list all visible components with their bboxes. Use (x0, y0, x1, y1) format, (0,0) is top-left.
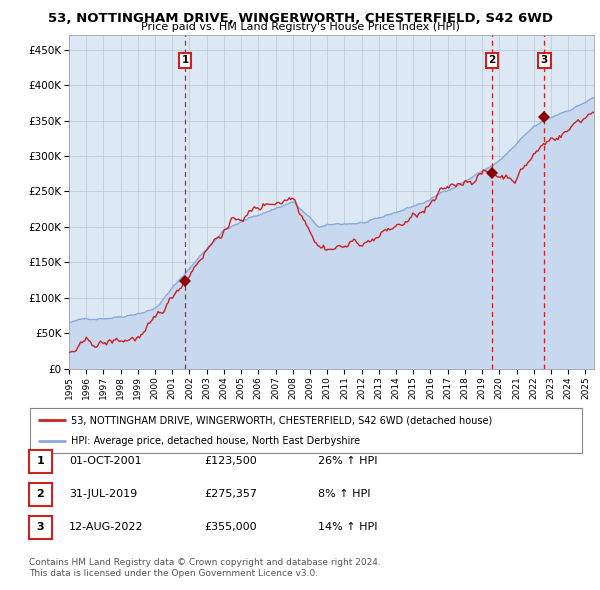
Text: 2: 2 (488, 55, 496, 65)
Text: 31-JUL-2019: 31-JUL-2019 (69, 490, 137, 499)
Text: 8% ↑ HPI: 8% ↑ HPI (318, 490, 371, 499)
Text: 1: 1 (182, 55, 189, 65)
Text: 26% ↑ HPI: 26% ↑ HPI (318, 457, 377, 466)
Text: 3: 3 (541, 55, 548, 65)
Text: 53, NOTTINGHAM DRIVE, WINGERWORTH, CHESTERFIELD, S42 6WD (detached house): 53, NOTTINGHAM DRIVE, WINGERWORTH, CHEST… (71, 415, 493, 425)
Text: Price paid vs. HM Land Registry's House Price Index (HPI): Price paid vs. HM Land Registry's House … (140, 22, 460, 32)
Text: 1: 1 (37, 457, 44, 466)
Text: Contains HM Land Registry data © Crown copyright and database right 2024.
This d: Contains HM Land Registry data © Crown c… (29, 558, 380, 578)
Text: £275,357: £275,357 (204, 490, 257, 499)
Text: £355,000: £355,000 (204, 523, 257, 532)
Text: 53, NOTTINGHAM DRIVE, WINGERWORTH, CHESTERFIELD, S42 6WD: 53, NOTTINGHAM DRIVE, WINGERWORTH, CHEST… (47, 12, 553, 25)
Text: 12-AUG-2022: 12-AUG-2022 (69, 523, 143, 532)
Text: 14% ↑ HPI: 14% ↑ HPI (318, 523, 377, 532)
Text: 01-OCT-2001: 01-OCT-2001 (69, 457, 142, 466)
Text: HPI: Average price, detached house, North East Derbyshire: HPI: Average price, detached house, Nort… (71, 435, 361, 445)
Text: 2: 2 (37, 490, 44, 499)
Text: 3: 3 (37, 523, 44, 532)
Text: £123,500: £123,500 (204, 457, 257, 466)
